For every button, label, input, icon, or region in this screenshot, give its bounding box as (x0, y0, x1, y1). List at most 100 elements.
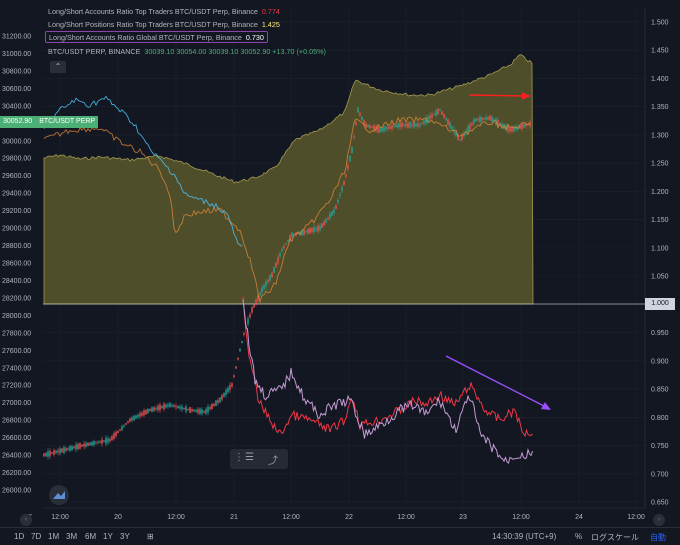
legend-value: 0.730 (245, 33, 264, 42)
annotation-red-arrow[interactable] (468, 92, 531, 100)
auto-scale-toggle[interactable]: 自動 (650, 533, 666, 542)
candle-body (69, 446, 71, 451)
candle-body (193, 409, 195, 412)
candle-body (265, 281, 267, 287)
ratio-tick-label: 1.150 (651, 217, 669, 224)
candle-body (131, 417, 133, 421)
candle-body (75, 444, 77, 450)
candle-body (157, 405, 159, 411)
price-tick-label: 26400.00 (2, 453, 31, 460)
tradingview-logo-icon[interactable] (49, 485, 69, 505)
candle-body (289, 235, 291, 241)
candle-body (101, 439, 103, 444)
candle-body (105, 437, 107, 444)
candle-body (351, 147, 353, 153)
candle-body (437, 108, 439, 115)
scroll-left-button[interactable]: ‹ (20, 514, 32, 526)
candle-body (449, 122, 451, 128)
candle-body (319, 225, 321, 231)
candle-body (389, 126, 391, 129)
candle-body (377, 126, 379, 133)
candle-body (163, 403, 165, 410)
ratio-tick-label: 1.350 (651, 104, 669, 111)
candle-body (183, 407, 185, 410)
price-tick-label: 27200.00 (2, 383, 31, 390)
legend-main-symbol[interactable]: BTC/USDT PERP, BINANCE 30039.10 30054.00 … (48, 46, 326, 58)
candle-body (395, 124, 397, 128)
top-traders-accounts-ratio-line (242, 296, 533, 438)
candle-body (371, 126, 373, 128)
candle-body (523, 123, 525, 128)
candle-body (491, 116, 493, 122)
candle-body (369, 125, 371, 128)
floating-toolbar[interactable]: ⋮ ☰ ⤴ (230, 449, 288, 469)
drag-handle-icon[interactable]: ⋮ (234, 452, 244, 463)
ratio-tick-label: 1.500 (651, 20, 669, 27)
period-1d[interactable]: 1D (14, 532, 25, 541)
candle-body (409, 122, 411, 128)
candle-body (511, 126, 513, 133)
candle-body (485, 117, 487, 120)
candle-body (53, 450, 55, 455)
candle-body (251, 307, 253, 313)
legend-global-accounts[interactable]: Long/Short Accounts Ratio Global BTC/USD… (45, 31, 268, 43)
log-scale-toggle[interactable]: ログスケール (591, 533, 639, 542)
period-1y[interactable]: 1Y (103, 532, 113, 541)
candle-body (475, 118, 477, 122)
clock-label[interactable]: 14:30:39 (UTC+9) (492, 532, 557, 541)
candle-body (445, 118, 447, 120)
price-tick-label: 29800.00 (2, 156, 31, 163)
candle-body (255, 299, 257, 305)
price-tick-label: 28600.00 (2, 261, 31, 268)
candle-body (215, 400, 217, 406)
candle-body (229, 385, 231, 390)
annotation-purple-arrow[interactable] (445, 355, 551, 410)
legend-collapse-button[interactable]: ⌃ (50, 61, 66, 73)
trend-line-icon[interactable]: ⤴ (268, 456, 278, 467)
candle-body (331, 211, 333, 216)
date-range-icon[interactable]: ⊞ (147, 532, 154, 541)
period-7d[interactable]: 7D (31, 532, 42, 541)
period-1m[interactable]: 1M (48, 532, 60, 541)
candle-body (237, 357, 239, 360)
object-tree-icon[interactable]: ☰ (245, 452, 254, 463)
candle-body (55, 450, 57, 454)
ratio-tick-label: 0.650 (651, 500, 669, 507)
ratio-tick-label: 1.250 (651, 161, 669, 168)
legend-top-traders-accounts[interactable]: Long/Short Accounts Ratio Top Traders BT… (48, 6, 280, 18)
candle-body (501, 124, 503, 127)
candle-body (99, 441, 101, 443)
candle-body (365, 123, 367, 128)
candle-body (313, 227, 315, 232)
candle-body (521, 123, 523, 129)
period-6m[interactable]: 6M (85, 532, 97, 541)
candle-body (181, 406, 183, 410)
price-tick-label: 30000.00 (2, 138, 31, 145)
candle-body (429, 115, 431, 120)
candle-body (507, 126, 509, 132)
legend-top-traders-positions[interactable]: Long/Short Positions Ratio Top Traders B… (48, 19, 280, 31)
period-3y[interactable]: 3Y (120, 532, 130, 541)
time-tick-label: 12:00 (282, 514, 300, 521)
candle-body (111, 435, 113, 441)
price-moving-line-orange (43, 115, 531, 304)
candle-body (195, 410, 197, 412)
candle-body (455, 131, 457, 137)
period-3m[interactable]: 3M (66, 532, 78, 541)
candle-body (497, 120, 499, 126)
global-accounts-ratio-line (242, 299, 533, 465)
candle-body (431, 114, 433, 118)
price-tag-value: 30052.90 (3, 118, 33, 125)
legend-label: Long/Short Positions Ratio Top Traders B… (48, 20, 258, 29)
ratio-tick-label: 1.200 (651, 189, 669, 196)
candle-body (469, 124, 471, 129)
candle-body (79, 443, 81, 449)
percent-scale-toggle[interactable]: % (575, 532, 583, 541)
ratio-tick-label: 1.100 (651, 245, 669, 252)
candle-body (421, 123, 423, 125)
scroll-right-button[interactable]: › (653, 514, 665, 526)
candle-body (337, 199, 339, 203)
candle-body (135, 415, 137, 419)
